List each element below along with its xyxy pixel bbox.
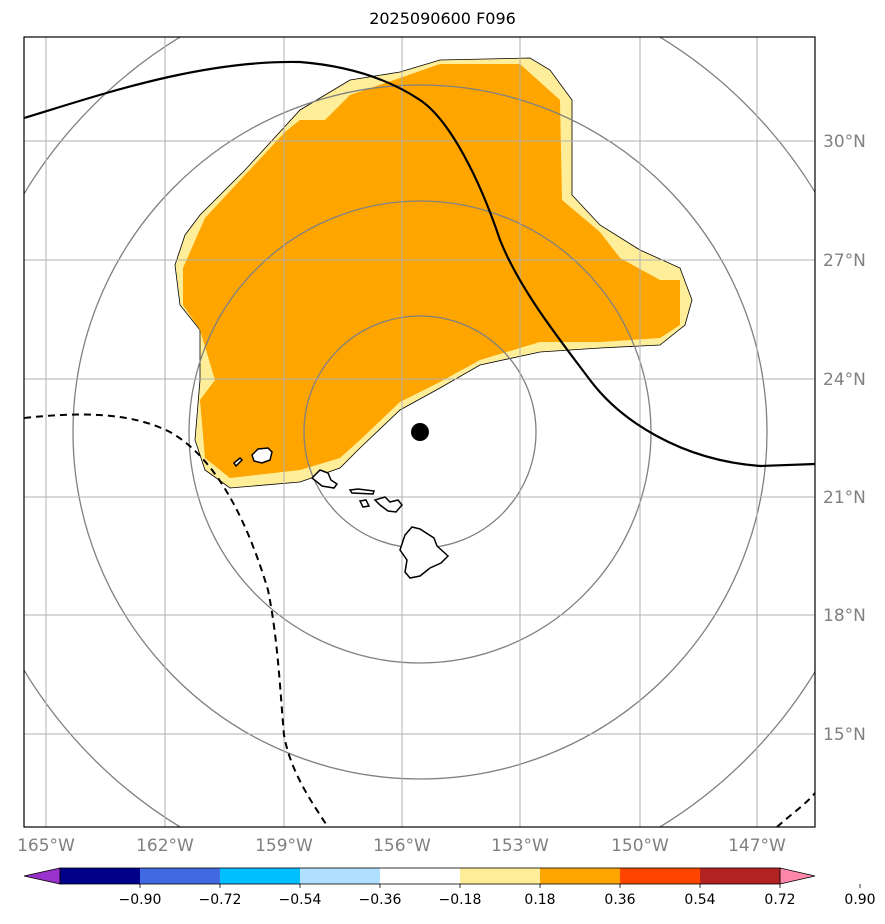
coastlines <box>233 447 450 579</box>
map-title: 2025090600 F096 <box>369 9 516 28</box>
dashed-contour <box>776 792 815 827</box>
colorbar: −0.90 −0.72 −0.54 −0.36 −0.18 0.18 0.36 0.54 0.7… <box>23 867 876 908</box>
lat-tick-label: 27°N <box>823 251 866 271</box>
lon-tick-label: 147°W <box>728 836 786 856</box>
colorbar-segment <box>220 868 301 884</box>
island-kauai <box>251 447 273 464</box>
colorbar-segment <box>540 868 621 884</box>
colorbar-segment <box>60 868 141 884</box>
colorbar-extend-low <box>23 867 61 885</box>
colorbar-label: −0.72 <box>199 892 242 908</box>
colorbar-segment <box>460 868 541 884</box>
lon-tick-label: 150°W <box>611 836 669 856</box>
lon-tick-label: 156°W <box>373 836 431 856</box>
colorbar-segment <box>300 868 381 884</box>
latitude-tick-labels: 30°N 27°N 24°N 21°N 18°N 15°N <box>823 132 866 745</box>
island-molokai <box>348 488 376 495</box>
island-lanai <box>358 499 371 508</box>
lon-tick-label: 165°W <box>17 836 75 856</box>
lat-tick-label: 15°N <box>823 725 866 745</box>
solid-contour <box>24 60 815 468</box>
storm-center-marker <box>411 423 429 441</box>
range-ring <box>72 84 768 780</box>
plot-frame <box>23 36 816 828</box>
colorbar-label: −0.18 <box>439 892 482 908</box>
colorbar-segment <box>620 868 701 884</box>
lon-tick-label: 162°W <box>136 836 194 856</box>
lon-tick-label: 159°W <box>255 836 313 856</box>
colorbar-segment <box>700 868 781 884</box>
colorbar-label: 0.72 <box>764 892 795 908</box>
colorbar-segment <box>140 868 221 884</box>
colorbar-segment <box>380 868 461 884</box>
island-hawaii <box>399 526 450 579</box>
lat-tick-label: 21°N <box>823 488 866 508</box>
lat-tick-label: 30°N <box>823 132 866 152</box>
colorbar-label: −0.90 <box>119 892 162 908</box>
colorbar-label: −0.36 <box>359 892 402 908</box>
lon-tick-label: 153°W <box>491 836 549 856</box>
graticule <box>24 37 815 827</box>
colorbar-label: −0.54 <box>279 892 322 908</box>
anomaly-region-mid <box>183 64 680 478</box>
colorbar-label: 0.36 <box>604 892 635 908</box>
island-maui <box>373 496 403 513</box>
colorbar-extend-high <box>779 867 816 885</box>
lat-tick-label: 24°N <box>823 370 866 390</box>
dashed-contour <box>24 413 329 827</box>
colorbar-label: 0.90 <box>844 892 875 908</box>
colorbar-frame <box>59 867 781 885</box>
lat-tick-label: 18°N <box>823 606 866 626</box>
longitude-tick-labels: 165°W 162°W 159°W 156°W 153°W 150°W 147°W <box>17 836 786 856</box>
island-oahu <box>310 469 339 489</box>
colorbar-label: 0.18 <box>524 892 555 908</box>
island-niihau <box>233 456 244 468</box>
colorbar-label: 0.54 <box>684 892 715 908</box>
